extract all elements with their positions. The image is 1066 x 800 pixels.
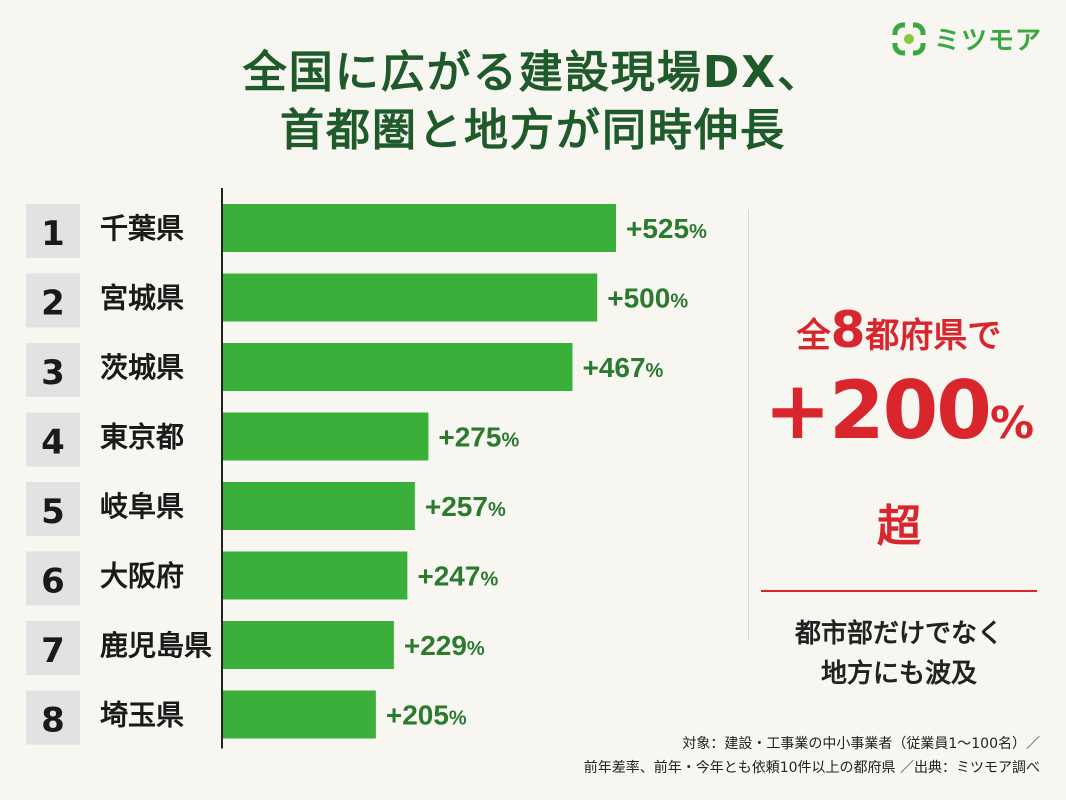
prefecture-label: 千葉県 — [100, 212, 184, 245]
callout-subtext-1: 都市部だけでなく — [794, 619, 1003, 649]
prefecture-label: 宮城県 — [100, 282, 184, 315]
footnote-line-1: 対象：建設・工事業の中小事業者（従業員1〜100名）／ — [682, 736, 1040, 752]
bar — [222, 343, 573, 391]
bar — [222, 273, 598, 322]
callout-count: 8 — [830, 301, 866, 359]
bar — [222, 412, 429, 461]
data-label: +257% — [425, 491, 506, 522]
rank-box — [26, 412, 80, 467]
callout-value: +200%超 — [752, 366, 1046, 572]
callout-pre: 全 — [796, 316, 831, 356]
footnote-line-2: 前年差率、前年・今年とも依頼10件以上の都府県 ／出典：ミツモア調べ — [583, 760, 1040, 776]
data-label: +247% — [417, 561, 498, 592]
rank-box — [26, 343, 80, 397]
footnote: 対象：建設・工事業の中小事業者（従業員1〜100名）／ 前年差率、前年・今年とも… — [584, 732, 1040, 780]
prefecture-label: 岐阜県 — [100, 490, 184, 523]
bar — [222, 621, 394, 669]
data-label: +467% — [582, 352, 663, 383]
callout-headline: 全8都府県で — [752, 300, 1046, 366]
rank-number: 5 — [41, 492, 65, 532]
data-label: +205% — [386, 700, 467, 731]
data-label: +275% — [438, 422, 519, 453]
title-line-2: 首都圏と地方が同時伸長 — [280, 105, 786, 156]
callout-value-number: +200 — [763, 364, 992, 457]
rank-number: 7 — [41, 631, 65, 671]
data-label: +525% — [626, 213, 707, 244]
data-label: +500% — [607, 283, 688, 314]
callout-value-unit: %超 — [877, 398, 1035, 552]
summary-callout: 全8都府県で +200%超 都市部だけでなく 地方にも波及 — [752, 300, 1046, 694]
bar — [222, 482, 415, 530]
bar — [222, 204, 616, 252]
data-label: +229% — [404, 630, 485, 661]
rank-number: 1 — [41, 214, 65, 254]
prefecture-label: 埼玉県 — [100, 699, 184, 732]
callout-subtext-2: 地方にも波及 — [820, 659, 977, 689]
rank-number: 2 — [41, 284, 65, 324]
rank-box — [26, 204, 80, 258]
prefecture-label: 鹿児島県 — [100, 629, 212, 662]
rank-box — [26, 551, 80, 606]
callout-rule — [761, 590, 1037, 592]
rank-box — [26, 482, 80, 536]
prefecture-label: 茨城県 — [100, 351, 184, 384]
brand-name: ミツモア — [933, 26, 1042, 56]
rank-box — [26, 621, 80, 675]
rank-number: 3 — [41, 353, 65, 393]
rank-box — [26, 273, 80, 328]
bar — [222, 690, 376, 739]
bar — [222, 551, 408, 600]
page-title: 全国に広がる建設現場DX、 首都圏と地方が同時伸長 — [0, 44, 1066, 160]
section-divider — [748, 210, 749, 640]
prefecture-label: 大阪府 — [100, 560, 184, 593]
rank-box — [26, 690, 80, 745]
rank-number: 8 — [41, 701, 65, 741]
brand-logo-icon — [891, 21, 926, 56]
callout-post: 都府県で — [865, 316, 1002, 356]
rank-number: 6 — [41, 562, 65, 602]
brand-logo: ミツモア — [891, 20, 1042, 57]
rank-number: 4 — [41, 423, 65, 463]
prefecture-label: 東京都 — [100, 421, 184, 454]
title-line-1: 全国に広がる建設現場DX、 — [242, 47, 824, 98]
